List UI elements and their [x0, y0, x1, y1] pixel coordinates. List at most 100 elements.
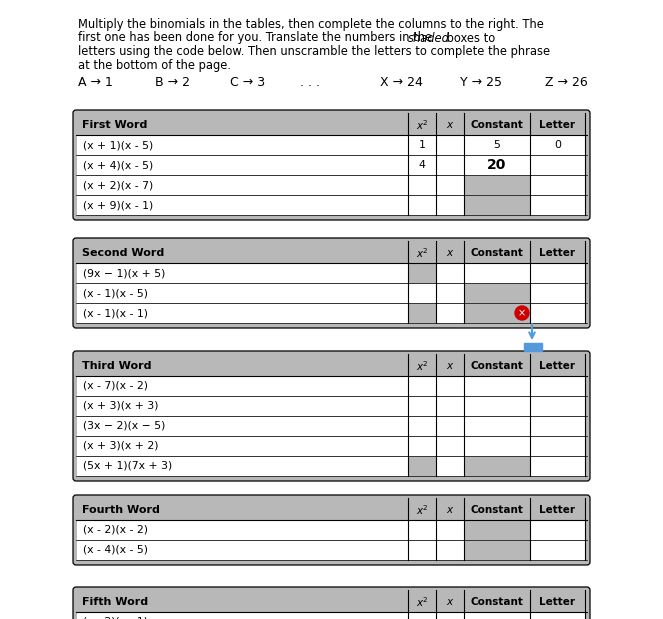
- Text: First Word: First Word: [82, 120, 147, 130]
- Bar: [408, 417, 436, 436]
- Bar: [464, 540, 530, 560]
- Bar: [408, 264, 436, 282]
- Bar: [408, 436, 436, 456]
- Text: Letter: Letter: [540, 248, 575, 258]
- Bar: [408, 196, 436, 215]
- Bar: [77, 417, 408, 436]
- Bar: [436, 303, 464, 322]
- Bar: [464, 436, 530, 456]
- Text: 4: 4: [418, 160, 426, 170]
- Text: (3x − 2)(x − 5): (3x − 2)(x − 5): [83, 421, 165, 431]
- Text: (x + 9)(x ‑ 1): (x + 9)(x ‑ 1): [83, 200, 153, 210]
- Bar: [77, 456, 408, 475]
- Text: Constant: Constant: [471, 361, 523, 371]
- Bar: [464, 176, 530, 194]
- Bar: [464, 397, 530, 415]
- Bar: [77, 155, 408, 175]
- Text: Constant: Constant: [471, 120, 523, 130]
- Text: Fifth Word: Fifth Word: [82, 597, 148, 607]
- Text: (x + 2)(x ‑ 7): (x + 2)(x ‑ 7): [83, 180, 153, 190]
- Text: $x^2$: $x^2$: [416, 246, 428, 260]
- Text: (x ‑ 1)(x ‑ 5): (x ‑ 1)(x ‑ 5): [83, 288, 148, 298]
- Text: Letter: Letter: [540, 597, 575, 607]
- Bar: [77, 176, 408, 194]
- Bar: [408, 303, 436, 322]
- Text: (x + 3)(x + 2): (x + 3)(x + 2): [83, 441, 158, 451]
- Bar: [436, 540, 464, 560]
- Text: $x$: $x$: [446, 597, 454, 607]
- Bar: [530, 303, 585, 322]
- Text: at the bottom of the page.: at the bottom of the page.: [78, 59, 231, 72]
- FancyBboxPatch shape: [73, 110, 590, 220]
- Bar: [408, 284, 436, 303]
- Bar: [530, 176, 585, 194]
- Bar: [77, 376, 408, 396]
- Text: Letter: Letter: [540, 361, 575, 371]
- Bar: [530, 521, 585, 540]
- Bar: [408, 376, 436, 396]
- Bar: [436, 196, 464, 215]
- Text: 0: 0: [554, 140, 561, 150]
- FancyBboxPatch shape: [73, 238, 590, 328]
- Text: boxes to: boxes to: [443, 32, 495, 45]
- Bar: [76, 241, 587, 263]
- Text: $x^2$: $x^2$: [416, 118, 428, 132]
- Text: (x ‑ 2)(x ‑ 2): (x ‑ 2)(x ‑ 2): [83, 525, 148, 535]
- Text: Letter: Letter: [540, 120, 575, 130]
- Bar: [408, 136, 436, 155]
- Bar: [464, 417, 530, 436]
- Bar: [530, 136, 585, 155]
- Bar: [464, 456, 530, 475]
- Text: Letter: Letter: [540, 505, 575, 515]
- Bar: [77, 521, 408, 540]
- Text: Z → 26: Z → 26: [545, 76, 588, 89]
- Text: (x + 4)(x ‑ 5): (x + 4)(x ‑ 5): [83, 160, 153, 170]
- Text: $x$: $x$: [446, 361, 454, 371]
- Bar: [530, 155, 585, 175]
- Bar: [76, 354, 587, 376]
- Text: 20: 20: [487, 158, 507, 172]
- Circle shape: [515, 306, 529, 320]
- Text: (9x − 1)(x + 5): (9x − 1)(x + 5): [83, 268, 165, 278]
- Text: (x ‑ 1)(x ‑ 1): (x ‑ 1)(x ‑ 1): [83, 308, 148, 318]
- Text: Constant: Constant: [471, 597, 523, 607]
- Bar: [436, 612, 464, 619]
- Text: Third Word: Third Word: [82, 361, 152, 371]
- Bar: [530, 376, 585, 396]
- Text: Fourth Word: Fourth Word: [82, 505, 160, 515]
- Text: (x + 3)(x + 3): (x + 3)(x + 3): [83, 401, 158, 411]
- Bar: [530, 196, 585, 215]
- Text: 1: 1: [418, 140, 426, 150]
- FancyBboxPatch shape: [73, 495, 590, 565]
- Bar: [464, 264, 530, 282]
- Bar: [408, 397, 436, 415]
- Text: $x^2$: $x^2$: [416, 595, 428, 609]
- Bar: [530, 436, 585, 456]
- Bar: [408, 456, 436, 475]
- Text: $x^2$: $x^2$: [416, 503, 428, 517]
- Text: ×: ×: [518, 308, 526, 318]
- Bar: [436, 155, 464, 175]
- Bar: [530, 284, 585, 303]
- Bar: [76, 113, 587, 135]
- Bar: [408, 612, 436, 619]
- Text: $x^2$: $x^2$: [416, 359, 428, 373]
- Bar: [76, 590, 587, 612]
- Bar: [530, 456, 585, 475]
- Bar: [77, 612, 408, 619]
- Bar: [436, 264, 464, 282]
- Text: (5x + 1)(7x + 3): (5x + 1)(7x + 3): [83, 461, 172, 471]
- Text: B → 2: B → 2: [155, 76, 190, 89]
- Bar: [464, 303, 530, 322]
- Bar: [464, 521, 530, 540]
- Bar: [530, 417, 585, 436]
- Bar: [77, 436, 408, 456]
- Bar: [464, 376, 530, 396]
- Text: letters using the code below. Then unscramble the letters to complete the phrase: letters using the code below. Then unscr…: [78, 45, 550, 58]
- Text: $x$: $x$: [446, 248, 454, 258]
- Bar: [77, 303, 408, 322]
- Bar: [76, 498, 587, 520]
- Bar: [77, 540, 408, 560]
- Bar: [436, 284, 464, 303]
- Bar: [464, 612, 530, 619]
